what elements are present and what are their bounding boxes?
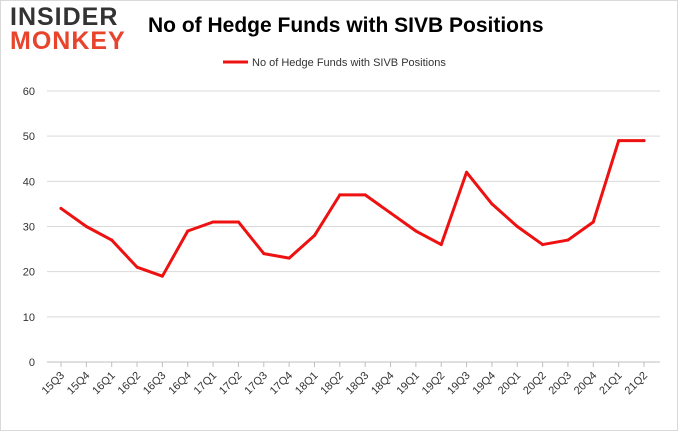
x-tick-label-17Q3: 17Q3: [242, 370, 270, 398]
x-tick-label-16Q3: 16Q3: [141, 370, 169, 398]
data-point-20Q1: [515, 225, 519, 228]
data-point-21Q2: [642, 139, 646, 143]
x-tick-label-15Q3: 15Q3: [40, 370, 68, 398]
series-line-0: [59, 139, 646, 278]
legend: No of Hedge Funds with SIVB Positions: [223, 57, 446, 69]
x-tick-label-17Q4: 17Q4: [268, 370, 296, 398]
x-tick-label-19Q1: 19Q1: [394, 370, 422, 398]
y-tick-label-40: 40: [23, 176, 35, 188]
data-point-18Q2: [338, 193, 342, 197]
data-point-20Q2: [541, 243, 545, 247]
legend-label: No of Hedge Funds with SIVB Positions: [252, 57, 446, 69]
data-point-21Q1: [617, 139, 621, 143]
y-tick-label-60: 60: [23, 86, 35, 98]
data-point-17Q3: [262, 252, 266, 256]
x-tick-label-16Q4: 16Q4: [166, 370, 194, 398]
data-point-18Q1: [312, 234, 316, 238]
data-point-18Q4: [389, 211, 393, 215]
data-point-17Q2: [236, 220, 240, 224]
data-point-17Q1: [211, 220, 215, 224]
data-point-19Q4: [490, 202, 494, 206]
x-tick-label-19Q3: 19Q3: [445, 370, 473, 398]
x-tick-label-20Q3: 20Q3: [547, 370, 575, 398]
data-point-16Q4: [186, 229, 190, 233]
data-point-19Q3: [465, 170, 469, 174]
data-point-20Q3: [566, 238, 570, 242]
y-tick-label-0: 0: [29, 357, 35, 369]
x-tick-label-18Q3: 18Q3: [344, 370, 372, 398]
data-point-15Q4: [84, 225, 88, 228]
x-tick-label-17Q1: 17Q1: [192, 370, 220, 398]
data-point-16Q1: [110, 238, 114, 242]
x-tick-label-20Q2: 20Q2: [521, 370, 549, 398]
x-tick-label-18Q2: 18Q2: [318, 370, 346, 398]
x-tick-label-15Q4: 15Q4: [65, 370, 93, 398]
y-tick-label-30: 30: [23, 222, 35, 234]
x-tick-label-19Q2: 19Q2: [420, 370, 448, 398]
x-tick-label-20Q4: 20Q4: [572, 370, 600, 398]
gridlines: [47, 90, 660, 363]
chart-title: No of Hedge Funds with SIVB Positions: [148, 14, 544, 37]
data-point-16Q2: [135, 265, 139, 269]
data-point-20Q4: [591, 220, 595, 224]
x-tick-label-18Q1: 18Q1: [293, 370, 321, 398]
x-tick-label-17Q2: 17Q2: [217, 370, 245, 398]
data-point-19Q2: [439, 243, 443, 247]
x-tick-label-21Q2: 21Q2: [623, 370, 651, 398]
logo-line-1: INSIDER: [10, 3, 119, 31]
x-tick-label-16Q2: 16Q2: [116, 370, 144, 398]
y-tick-label-10: 10: [23, 312, 35, 324]
y-tick-label-20: 20: [23, 267, 35, 279]
insider-monkey-logo: INSIDER MONKEY: [10, 3, 126, 55]
series-layer: [59, 139, 646, 278]
data-point-19Q1: [414, 229, 418, 233]
y-axis: 0 10 20 30 40 50 60: [23, 86, 35, 369]
x-tick-label-21Q1: 21Q1: [597, 370, 625, 398]
data-point-16Q3: [160, 274, 164, 278]
y-tick-label-50: 50: [23, 131, 35, 143]
logo-line-2: MONKEY: [10, 27, 126, 55]
data-point-18Q3: [363, 193, 367, 197]
x-tick-label-20Q1: 20Q1: [496, 370, 524, 398]
x-axis: 15Q315Q416Q116Q216Q316Q417Q117Q217Q317Q4…: [40, 362, 651, 398]
x-tick-label-16Q1: 16Q1: [90, 370, 118, 398]
data-point-15Q3: [59, 206, 63, 210]
x-tick-label-18Q4: 18Q4: [369, 370, 397, 398]
data-point-17Q4: [287, 256, 291, 260]
x-tick-label-19Q4: 19Q4: [471, 370, 499, 398]
